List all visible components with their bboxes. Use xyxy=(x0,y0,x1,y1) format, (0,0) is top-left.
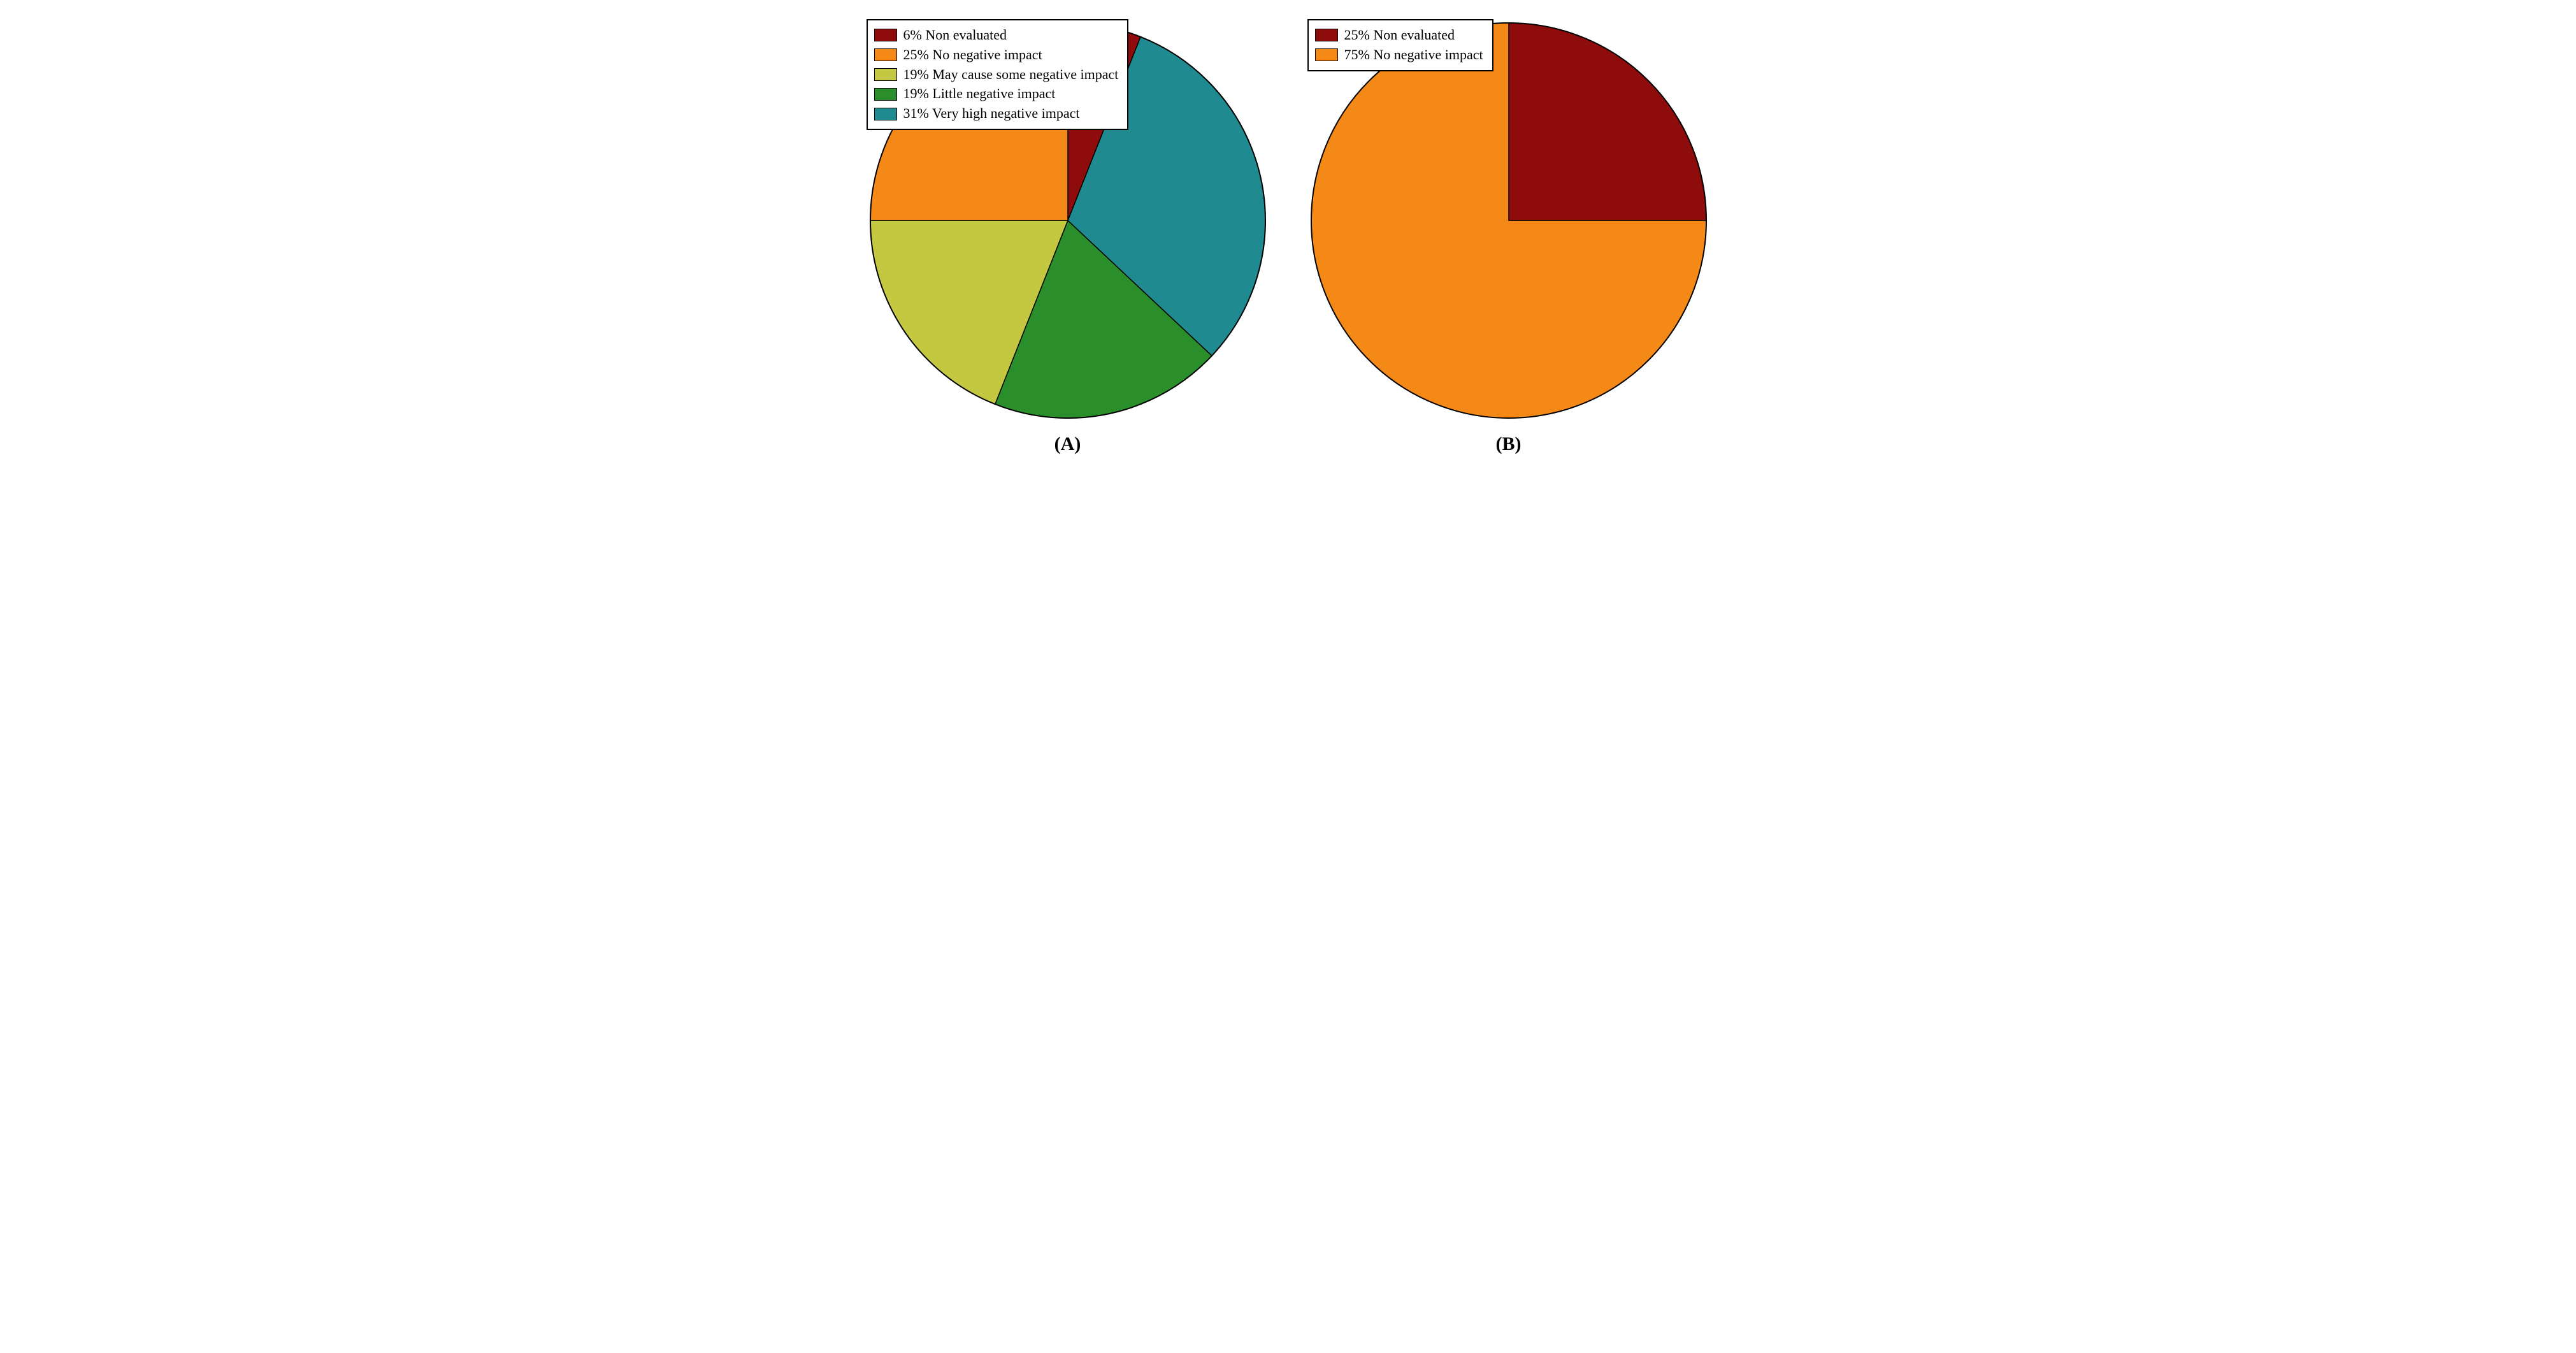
legend-swatch xyxy=(874,108,897,120)
legend-row: 19% May cause some negative impact xyxy=(874,65,1119,85)
legend-row: 25% No negative impact xyxy=(874,45,1119,65)
legend-text: 75% No negative impact xyxy=(1344,45,1483,65)
legend-swatch xyxy=(874,88,897,101)
legend-swatch xyxy=(1315,48,1338,61)
legend-swatch xyxy=(874,48,897,61)
chart-a-legend: 6% Non evaluated25% No negative impact19… xyxy=(867,19,1129,130)
legend-text: 19% Little negative impact xyxy=(903,84,1056,104)
pie-slice xyxy=(1509,23,1706,221)
legend-text: 25% No negative impact xyxy=(903,45,1042,65)
legend-row: 6% Non evaluated xyxy=(874,25,1119,45)
legend-text: 6% Non evaluated xyxy=(903,25,1007,45)
chart-a-area: 6% Non evaluated25% No negative impact19… xyxy=(867,19,1269,422)
legend-row: 19% Little negative impact xyxy=(874,84,1119,104)
legend-row: 75% No negative impact xyxy=(1315,45,1483,65)
figure-container: 6% Non evaluated25% No negative impact19… xyxy=(0,0,2576,461)
legend-swatch xyxy=(1315,29,1338,41)
legend-swatch xyxy=(874,68,897,81)
panel-a-label: (A) xyxy=(1054,433,1081,455)
legend-text: 19% May cause some negative impact xyxy=(903,65,1119,85)
chart-b-legend: 25% Non evaluated75% No negative impact xyxy=(1307,19,1493,71)
legend-text: 31% Very high negative impact xyxy=(903,104,1080,124)
legend-row: 25% Non evaluated xyxy=(1315,25,1483,45)
legend-text: 25% Non evaluated xyxy=(1344,25,1455,45)
panel-b-label: (B) xyxy=(1496,433,1522,455)
pie-chart-b xyxy=(1307,19,1710,422)
legend-swatch xyxy=(874,29,897,41)
panel-a: 6% Non evaluated25% No negative impact19… xyxy=(867,19,1269,455)
panel-b: 25% Non evaluated75% No negative impact … xyxy=(1307,19,1710,455)
legend-row: 31% Very high negative impact xyxy=(874,104,1119,124)
chart-b-area: 25% Non evaluated75% No negative impact xyxy=(1307,19,1710,422)
